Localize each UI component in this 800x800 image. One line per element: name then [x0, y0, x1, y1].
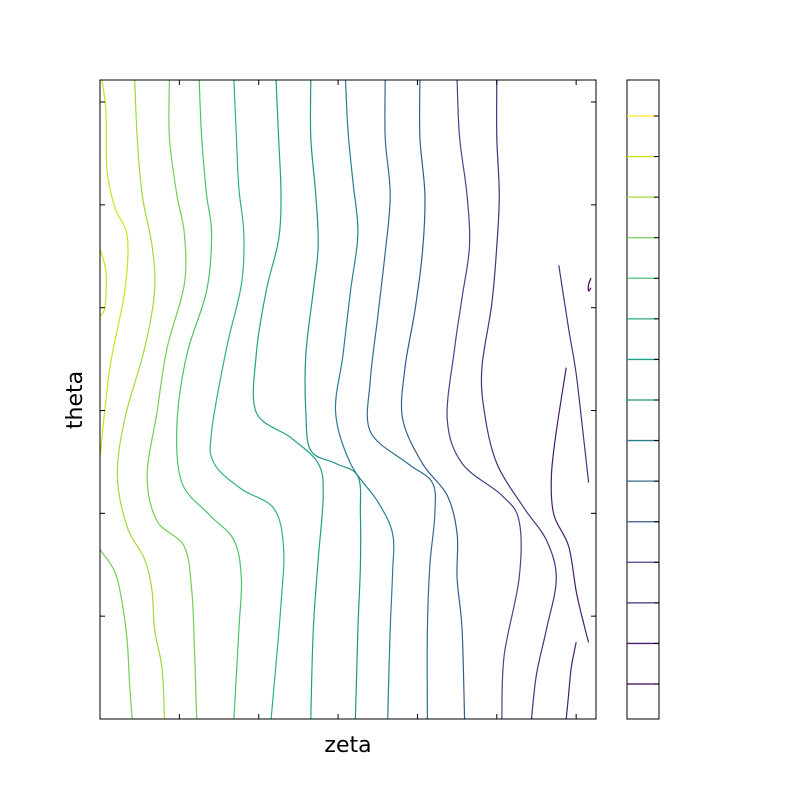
axis-ticks	[100, 80, 596, 719]
contour-line-6	[175, 79, 243, 720]
contour-line-7	[209, 79, 285, 720]
contour-line-14	[480, 79, 557, 720]
contour-line-5	[99, 549, 133, 720]
colorbar	[626, 79, 660, 720]
contour-line-1	[99, 79, 129, 458]
contour-line-10	[334, 79, 395, 720]
contour-line-17	[587, 277, 592, 292]
contour-line-8	[252, 79, 324, 720]
contour-line-18	[565, 642, 577, 720]
contour-line-4	[146, 79, 198, 720]
contour-line-11	[366, 79, 437, 720]
contour-line-2	[99, 249, 107, 317]
contour-line-9	[304, 79, 362, 720]
contour-line-12	[400, 79, 466, 720]
contour-line-15	[558, 265, 590, 483]
plot-frame	[99, 79, 597, 720]
contour-line-13	[446, 79, 522, 720]
x-axis-label: zeta	[324, 733, 371, 758]
contour-lines	[99, 79, 592, 720]
y-axis-label: theta	[63, 371, 88, 429]
contour-line-16	[550, 367, 590, 643]
contour-line-3	[116, 79, 166, 720]
